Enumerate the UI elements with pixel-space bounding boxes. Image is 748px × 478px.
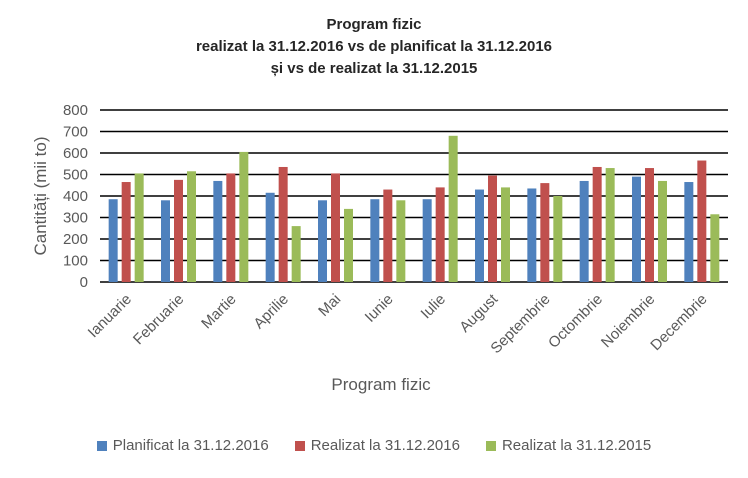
- bar-septembrie-series-2: [540, 183, 550, 282]
- legend-label-planificat-2016: Planificat la 31.12.2016: [112, 437, 269, 454]
- bar-noiembrie-series-2: [645, 168, 654, 282]
- legend-swatch-realizat-2016: [294, 440, 305, 451]
- bar-iunie-series-2: [383, 189, 393, 282]
- chart-title: Program fizic realizat la 31.12.2016 vs …: [0, 14, 748, 80]
- chart-title-line-2: realizat la 31.12.2016 vs de planificat …: [195, 38, 553, 55]
- y-tick-label-700: 700: [63, 124, 88, 141]
- y-axis-title: Cantități (mii to): [31, 136, 50, 255]
- legend-item-realizat-2015: Realizat la 31.12.2015: [485, 437, 652, 454]
- x-tick-label-iunie: Iunie: [362, 291, 397, 326]
- bar-februarie-series-2: [174, 179, 183, 282]
- legend-item-planificat-2016: Planificat la 31.12.2016: [96, 437, 269, 454]
- y-tick-label-400: 400: [63, 188, 88, 205]
- bar-octombrie-series-1: [579, 180, 589, 282]
- y-tick-label-300: 300: [63, 210, 88, 227]
- y-tick-label-200: 200: [63, 231, 88, 248]
- bar-mai-series-3: [344, 208, 353, 282]
- bar-martie-series-2: [226, 173, 236, 282]
- bar-februarie-series-1: [161, 200, 170, 282]
- bar-septembrie-series-1: [527, 188, 537, 282]
- chart-legend: Planificat la 31.12.2016 Realizat la 31.…: [0, 437, 748, 454]
- legend-label-realizat-2016: Realizat la 31.12.2016: [310, 437, 460, 454]
- bar-aprilie-series-2: [278, 166, 288, 282]
- bar-iulie-series-1: [422, 199, 432, 282]
- x-axis-title: Program fizic: [331, 375, 431, 394]
- legend-label-realizat-2015: Realizat la 31.12.2015: [501, 437, 652, 454]
- bar-octombrie-series-3: [605, 168, 615, 282]
- x-tick-label-august: August: [456, 290, 502, 336]
- bar-octombrie-series-2: [592, 166, 602, 282]
- bar-septembrie-series-3: [553, 196, 563, 282]
- bar-martie-series-3: [239, 151, 249, 282]
- bar-februarie-series-3: [187, 171, 196, 282]
- x-tick-label-martie: Martie: [198, 291, 239, 332]
- bar-iunie-series-3: [396, 200, 406, 282]
- bar-august-series-1: [475, 189, 484, 282]
- x-tick-label-februarie: Februarie: [130, 291, 187, 348]
- x-tick-label-octombrie: Octombrie: [545, 291, 606, 352]
- bar-martie-series-1: [213, 180, 223, 282]
- bar-decembrie-series-3: [710, 214, 720, 282]
- bar-ianuarie-series-2: [121, 182, 131, 282]
- bar-mai-series-1: [318, 200, 327, 282]
- y-tick-label-100: 100: [63, 253, 88, 270]
- x-tick-label-iulie: Iulie: [418, 291, 449, 322]
- legend-swatch-realizat-2015: [485, 440, 496, 451]
- bar-iulie-series-3: [448, 135, 458, 282]
- chart-title-line-1: Program fizic: [326, 16, 422, 33]
- y-tick-label-0: 0: [80, 274, 88, 291]
- bar-iunie-series-1: [370, 199, 380, 282]
- x-tick-label-decembrie: Decembrie: [647, 291, 710, 354]
- legend-swatch-planificat-2016: [96, 440, 107, 451]
- y-tick-label-600: 600: [63, 145, 88, 162]
- y-tick-label-800: 800: [63, 102, 88, 119]
- bar-mai-series-2: [331, 173, 340, 282]
- bar-decembrie-series-2: [697, 160, 707, 282]
- y-tick-label-500: 500: [63, 167, 88, 184]
- bar-ianuarie-series-3: [134, 173, 144, 282]
- chart-title-line-3: și vs de realizat la 31.12.2015: [270, 60, 478, 77]
- bar-noiembrie-series-3: [658, 180, 667, 282]
- bar-aprilie-series-1: [265, 192, 275, 282]
- bar-august-series-3: [501, 187, 510, 282]
- bar-aprilie-series-3: [291, 226, 301, 282]
- bar-decembrie-series-1: [684, 182, 694, 282]
- x-tick-label-ianuarie: Ianuarie: [85, 291, 135, 341]
- bar-august-series-2: [488, 175, 497, 282]
- legend-item-realizat-2016: Realizat la 31.12.2016: [294, 437, 460, 454]
- x-tick-label-mai: Mai: [315, 291, 344, 320]
- x-tick-label-aprilie: Aprilie: [250, 291, 291, 332]
- bar-ianuarie-series-1: [108, 199, 118, 282]
- bar-noiembrie-series-1: [632, 176, 641, 282]
- bar-iulie-series-2: [435, 187, 445, 282]
